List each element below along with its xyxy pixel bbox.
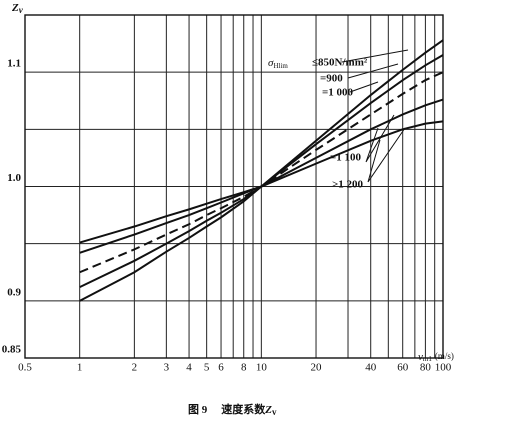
legend-label: =1 000 — [322, 87, 354, 99]
leader — [341, 49, 409, 63]
x-tick-label: 80 — [420, 362, 432, 374]
legend-label: ≤850N/mm² — [312, 57, 368, 69]
y-label-sub: v — [19, 5, 24, 15]
x-tick-label: 0.5 — [18, 362, 32, 374]
y-axis-label: Zv — [11, 2, 24, 16]
x-tick-label: 10 — [256, 362, 268, 374]
series-line — [79, 71, 444, 274]
x-tick-label: 8 — [241, 362, 247, 374]
legend-label: =1 100 — [330, 152, 362, 164]
x-label-unit: (m/s) — [435, 351, 454, 361]
leader — [347, 63, 399, 79]
caption-prefix: 图 9 — [188, 403, 208, 416]
series-line — [79, 39, 444, 302]
y-tick-label: 1.0 — [7, 172, 21, 184]
x-tick-label: 60 — [397, 362, 409, 374]
x-tick-label: 3 — [164, 362, 170, 374]
x-tick-label: 1 — [77, 362, 83, 374]
caption-sub: v — [272, 407, 277, 417]
caption: 图 9 速度系数Zv — [188, 402, 277, 418]
y-label-main: Z — [11, 2, 19, 14]
caption-symbol: Z — [264, 404, 272, 416]
series-line — [79, 54, 444, 289]
series-line — [79, 98, 444, 254]
x-tick-label: 100 — [435, 362, 452, 374]
legend-label: >1 200 — [332, 179, 364, 191]
series-line — [79, 120, 444, 244]
y-tick-label: 1.1 — [7, 58, 21, 70]
legend-subscript: Hlim — [273, 62, 288, 70]
legend-label: =900 — [320, 73, 343, 85]
x-tick-label: 6 — [218, 362, 224, 374]
x-tick-label: 5 — [204, 362, 210, 374]
x-label-main: v — [418, 351, 423, 363]
x-tick-label: 40 — [365, 362, 377, 374]
legend-symbol: σ — [268, 57, 274, 69]
legend-title: σHlim — [268, 57, 288, 70]
plot-frame — [24, 14, 444, 359]
leader — [367, 127, 406, 183]
y-tick-label: 0.9 — [7, 286, 21, 298]
x-tick-label: 2 — [132, 362, 138, 374]
leader — [349, 81, 379, 93]
x-tick-label: 4 — [186, 362, 192, 374]
caption-text: 速度系数 — [221, 402, 266, 416]
y-tick-label: 0.85 — [2, 344, 22, 356]
x-tick-label: 20 — [311, 362, 323, 374]
